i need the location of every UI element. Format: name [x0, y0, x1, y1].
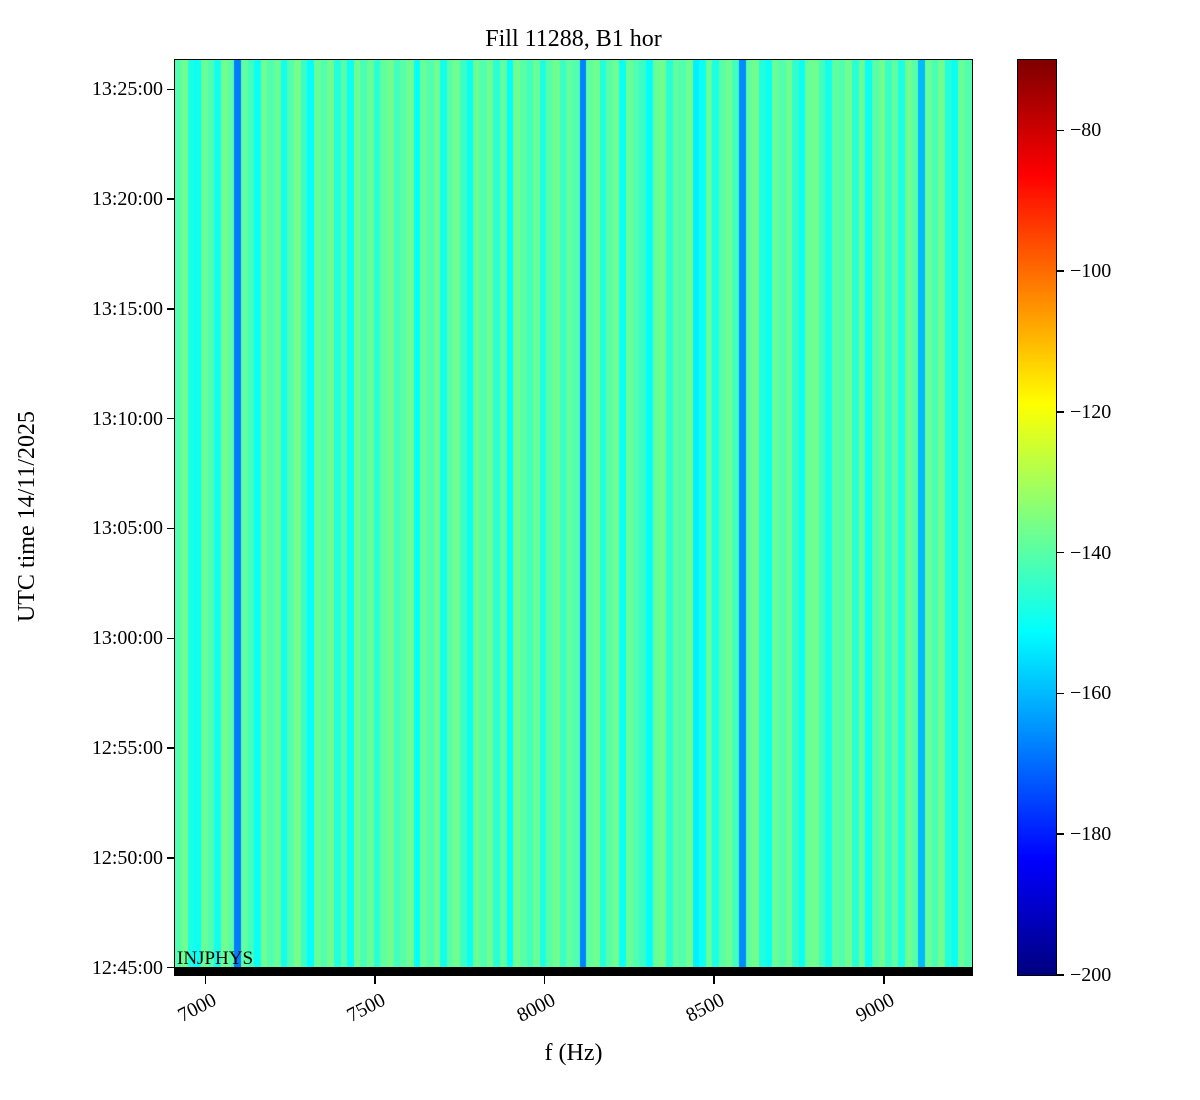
x-axis-label: f (Hz): [544, 1040, 603, 1066]
colorbar: [1017, 59, 1057, 976]
x-tick-label: 9000: [852, 989, 898, 1027]
x-tick-mark: [374, 976, 376, 984]
y-tick-label: 13:15:00: [91, 297, 163, 320]
x-tick-label: 7000: [173, 989, 220, 1027]
colorbar-tick-mark: [1057, 270, 1064, 272]
colorbar-tick-mark: [1057, 833, 1064, 835]
colorbar-tick-label: −100: [1070, 260, 1112, 283]
colorbar-tick-mark: [1057, 551, 1064, 554]
beam-mode-annotation: INJPHYS: [177, 948, 254, 969]
colorbar-tick-label: −180: [1070, 823, 1112, 846]
colorbar-tick-label: −200: [1070, 964, 1112, 986]
y-tick-label: 12:50:00: [91, 846, 163, 869]
heatmap-plot-area: INJPHYS: [174, 59, 973, 976]
colorbar-tick-label: −120: [1070, 400, 1112, 423]
x-tick-mark: [713, 976, 715, 984]
y-tick-label: 13:25:00: [91, 78, 163, 101]
beam-mode-bar: [175, 967, 972, 975]
y-axis-label: UTC time 14/11/2025: [14, 410, 41, 623]
chart-title: Fill 11288, B1 hor: [485, 26, 662, 52]
heatmap-canvas: [175, 60, 972, 975]
colorbar-tick-label: −160: [1070, 682, 1112, 705]
y-tick-label: 13:00:00: [91, 627, 163, 650]
x-tick-mark: [543, 976, 546, 984]
colorbar-tick-label: −140: [1070, 541, 1112, 564]
colorbar-tick-mark: [1057, 692, 1064, 695]
y-axis-label-container: UTC time 14/11/2025: [6, 59, 50, 974]
x-tick-label: 8000: [513, 989, 559, 1027]
y-tick-label: 12:45:00: [91, 956, 163, 979]
y-tick-label: 12:55:00: [91, 737, 163, 760]
x-tick-mark: [883, 976, 885, 984]
x-tick-label: 8500: [682, 989, 729, 1027]
y-tick-label: 13:10:00: [91, 407, 163, 430]
colorbar-tick-mark: [1057, 129, 1064, 132]
x-tick-mark: [204, 976, 207, 984]
colorbar-tick-mark: [1057, 974, 1064, 976]
y-tick-label: 13:20:00: [91, 188, 163, 211]
colorbar-canvas: [1018, 60, 1056, 975]
y-tick-label: 13:05:00: [91, 517, 163, 540]
colorbar-tick-label: −80: [1070, 119, 1102, 142]
colorbar-tick-mark: [1057, 411, 1064, 413]
x-tick-label: 7500: [343, 989, 390, 1027]
